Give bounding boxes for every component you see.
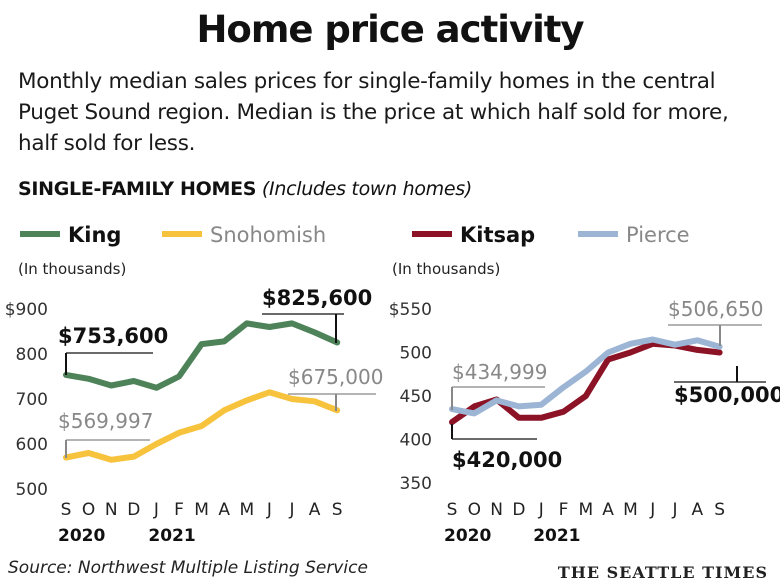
x-tick-label: A xyxy=(218,500,230,520)
x-tick-label: N xyxy=(105,500,118,520)
x-year-label: 2021 xyxy=(148,526,195,546)
page-title: Home price activity xyxy=(196,8,584,51)
x-tick-label: M xyxy=(194,500,209,520)
x-tick-label: M xyxy=(623,500,638,520)
series-line-snohomish xyxy=(63,389,341,463)
x-tick-label: J xyxy=(288,500,294,520)
data-label: $500,000 xyxy=(674,383,780,407)
brand-logo: THE SEATTLE TIMES xyxy=(557,563,768,582)
series-line-king xyxy=(63,320,341,391)
section-heading-bold: SINGLE-FAMILY HOMES xyxy=(18,178,257,200)
x-tick-label: F xyxy=(174,500,184,520)
x-tick-label: O xyxy=(468,500,481,520)
x-tick-label: A xyxy=(602,500,614,520)
x-tick-label: S xyxy=(61,500,72,520)
data-label: $825,600 xyxy=(262,286,372,310)
y-axis-label-0: (In thousands) xyxy=(18,260,126,278)
x-year-label: 2020 xyxy=(444,526,491,546)
x-tick-label: J xyxy=(671,500,677,520)
x-tick-label: M xyxy=(239,500,254,520)
y-tick-label: 400 xyxy=(400,431,432,451)
section-heading-italic: (Includes town homes) xyxy=(261,178,472,200)
x-tick-label: A xyxy=(309,500,321,520)
x-tick-label: J xyxy=(266,500,272,520)
data-label: $753,600 xyxy=(58,324,168,348)
x-year-label: 2020 xyxy=(58,526,105,546)
x-year-label: 2021 xyxy=(533,526,580,546)
y-tick-label: 500 xyxy=(16,480,48,500)
section-heading: SINGLE-FAMILY HOMES (Includes town homes… xyxy=(18,178,472,200)
x-tick-label: J xyxy=(649,500,655,520)
y-tick-label: 600 xyxy=(16,435,48,455)
legend-label-kitsap: Kitsap xyxy=(460,223,535,247)
x-tick-label: S xyxy=(447,500,458,520)
x-tick-label: N xyxy=(490,500,503,520)
source-note: Source: Northwest Multiple Listing Servi… xyxy=(8,558,368,578)
legend-label-king: King xyxy=(68,223,121,247)
x-tick-label: O xyxy=(82,500,95,520)
data-label: $434,999 xyxy=(452,360,547,384)
y-tick-label: $900 xyxy=(5,300,48,320)
intro-text: Monthly median sales prices for single-f… xyxy=(18,69,729,156)
y-tick-label: 800 xyxy=(16,345,48,365)
y-tick-label: 450 xyxy=(400,387,432,407)
data-label: $506,650 xyxy=(668,297,763,321)
x-tick-label: F xyxy=(559,500,569,520)
y-tick-label: $550 xyxy=(389,300,432,320)
x-tick-label: D xyxy=(127,500,140,520)
x-tick-label: S xyxy=(714,500,725,520)
y-tick-label: 500 xyxy=(400,344,432,364)
x-tick-label: J xyxy=(538,500,544,520)
series-line-pierce xyxy=(449,336,723,417)
data-label: $420,000 xyxy=(452,448,562,472)
y-tick-label: 700 xyxy=(16,390,48,410)
legend-label-snohomish: Snohomish xyxy=(210,223,326,247)
data-label: $675,000 xyxy=(288,365,383,389)
x-tick-label: D xyxy=(512,500,525,520)
x-tick-label: M xyxy=(578,500,593,520)
data-label: $569,997 xyxy=(58,409,153,433)
x-tick-label: S xyxy=(332,500,343,520)
x-tick-label: J xyxy=(153,500,159,520)
y-axis-label-1: (In thousands) xyxy=(392,260,500,278)
legend-label-pierce: Pierce xyxy=(626,223,690,247)
x-tick-label: A xyxy=(691,500,703,520)
y-tick-label: 350 xyxy=(400,474,432,494)
